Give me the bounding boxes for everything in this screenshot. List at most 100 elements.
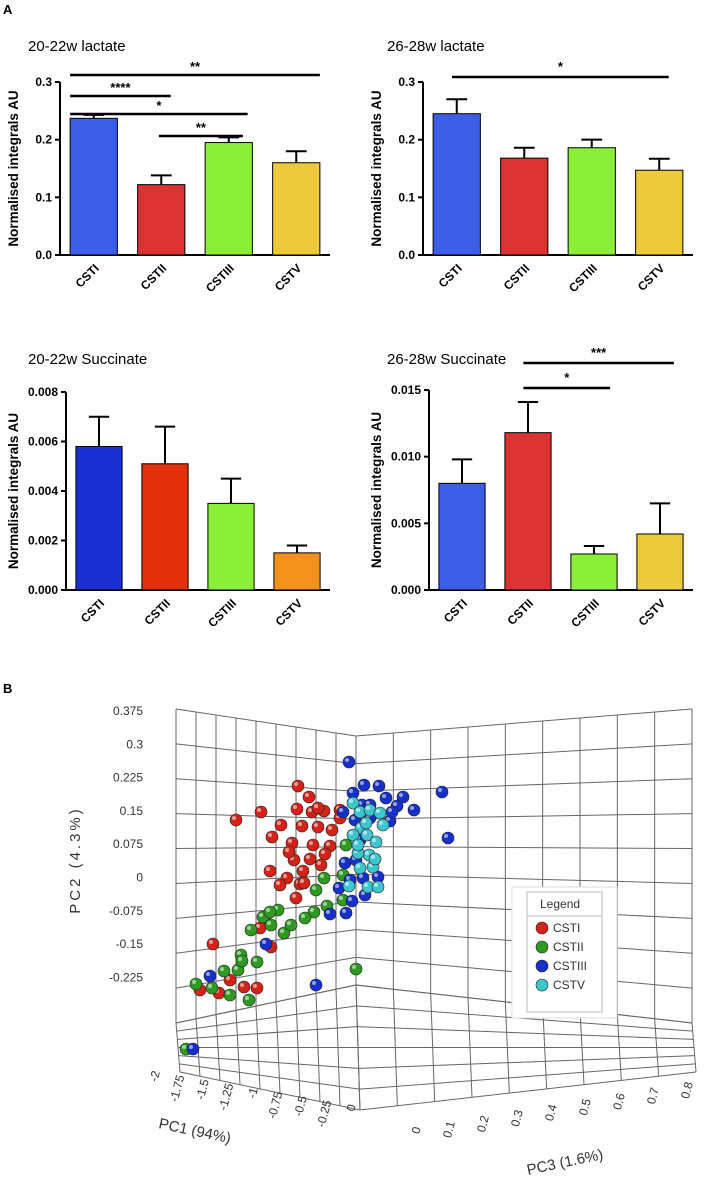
data-point-highlight [339, 871, 343, 875]
significance-label: * [156, 98, 162, 113]
x-category-label: CSTI [73, 261, 102, 290]
data-point [264, 918, 278, 932]
data-point-highlight [312, 981, 316, 985]
bar-cstii [141, 463, 189, 591]
data-point [206, 937, 220, 951]
data-point-highlight [349, 789, 353, 793]
data-point-highlight [309, 841, 313, 845]
pc3-axis-title: PC3 (1.6%) [525, 1146, 604, 1179]
data-point-highlight [363, 831, 367, 835]
data-point-highlight [288, 839, 292, 843]
pc3-tick-label: 0.4 [542, 1102, 560, 1122]
data-point-highlight [366, 806, 370, 810]
data-point-highlight [280, 929, 284, 933]
grid-line [178, 1055, 359, 1069]
data-point-highlight [300, 879, 304, 883]
data-point [259, 937, 273, 951]
data-point-highlight [341, 859, 345, 863]
data-point [311, 801, 325, 815]
data-point [339, 838, 353, 852]
x-category-label: CSTII [505, 596, 537, 628]
grid-line [177, 1026, 358, 1040]
data-point-highlight [206, 972, 210, 976]
bar-csti [438, 482, 486, 591]
data-point-highlight [354, 841, 358, 845]
data-point-highlight [345, 882, 349, 886]
significance-label: ** [190, 59, 201, 74]
data-point-highlight [268, 833, 272, 837]
data-point-highlight [267, 921, 271, 925]
x-category-label: CSTV [636, 596, 669, 629]
y-tick-label: 0.0 [35, 248, 52, 262]
grid-line [179, 1063, 360, 1090]
data-point-highlight [356, 808, 360, 812]
pc1-tick-label: -0.5 [291, 1094, 310, 1118]
x-category-label: CSTV [273, 596, 306, 629]
grid-line [175, 778, 357, 792]
pc2-tick-label: 0.075 [113, 837, 143, 851]
bar-cstiii [204, 142, 253, 256]
data-point [237, 980, 251, 994]
legend-label: CSTI [553, 921, 580, 935]
data-point-highlight [182, 1045, 186, 1049]
data-point [407, 803, 421, 817]
data-point [223, 988, 237, 1002]
bar-csti [432, 113, 481, 256]
grid-line [175, 743, 357, 765]
data-point-highlight [372, 838, 376, 842]
data-point-highlight [320, 874, 324, 878]
data-point-highlight [240, 983, 244, 987]
legend-marker-cstiii [535, 959, 549, 973]
data-point-highlight [257, 808, 261, 812]
data-point-highlight [371, 855, 375, 859]
data-point-highlight [321, 850, 325, 854]
data-point [282, 845, 296, 859]
grid-line [357, 1026, 694, 1040]
data-point-highlight [256, 924, 260, 928]
y-tick-label: 0.3 [398, 75, 415, 89]
series-cstv [342, 796, 390, 894]
panel-b-label: B [3, 681, 13, 696]
data-point [189, 977, 203, 991]
bar-chart-20-22w-lactate: 20-22w lactate Normalised integrals AU 0.0… [6, 38, 330, 295]
y-tick-label: 0.000 [391, 583, 421, 597]
data-point-highlight [374, 883, 378, 887]
grid-line [355, 813, 693, 820]
data-point-highlight [339, 896, 343, 900]
data-point-highlight [346, 876, 350, 880]
grid-line [355, 873, 693, 884]
pc2-tick-label: 0.15 [120, 804, 144, 818]
data-point-highlight [386, 817, 390, 821]
pc1-tick-label: -1.25 [216, 1081, 237, 1111]
grid-line [175, 708, 357, 737]
data-point [274, 818, 288, 832]
data-point [291, 779, 305, 793]
data-point-highlight [323, 902, 327, 906]
data-point-highlight [388, 808, 392, 812]
bar-cstiii [567, 147, 616, 256]
pc1-tick-label: -0.25 [314, 1098, 335, 1128]
y-tick-label: 0.002 [28, 534, 58, 548]
grid-line [175, 956, 357, 989]
pc2-tick-label: -0.075 [109, 904, 143, 918]
grid-lines [175, 708, 697, 1111]
legend-label: CSTIII [553, 959, 587, 973]
bar-cstii [500, 157, 549, 256]
data-point [339, 906, 353, 920]
pc2-tick-label: 0 [136, 871, 143, 885]
data-point [205, 981, 219, 995]
y-tick-label: 0.2 [35, 133, 52, 147]
data-point-highlight [234, 966, 238, 970]
data-point-highlight [359, 874, 363, 878]
data-point-highlight [237, 951, 241, 955]
legend: Legend CSTI CSTII CSTIII CSTV [511, 886, 618, 1019]
pc3-tick-label: 0.5 [576, 1097, 594, 1117]
data-point-highlight [247, 926, 251, 930]
y-axis-label: Normalised integrals AU [369, 412, 384, 568]
data-point [314, 858, 328, 872]
y-tick-label: 0.3 [35, 75, 52, 89]
pc2-tick-label: 0.3 [126, 737, 143, 751]
data-point-highlight [294, 782, 298, 786]
data-point-highlight [361, 891, 365, 895]
data-point-highlight [438, 788, 442, 792]
